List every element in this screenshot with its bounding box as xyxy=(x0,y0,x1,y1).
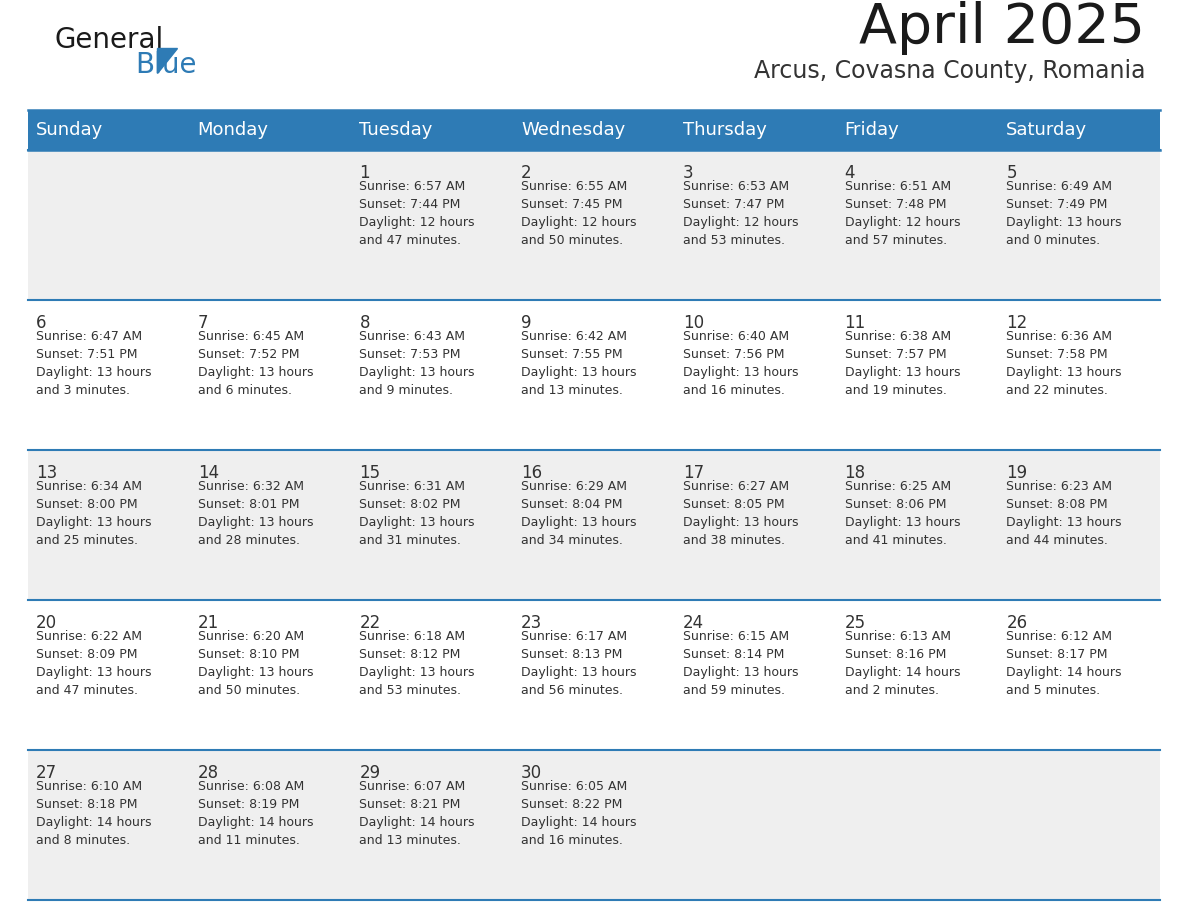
Text: 15: 15 xyxy=(360,464,380,482)
Text: Blue: Blue xyxy=(135,51,196,79)
Text: Sunrise: 6:43 AM
Sunset: 7:53 PM
Daylight: 13 hours
and 9 minutes.: Sunrise: 6:43 AM Sunset: 7:53 PM Dayligh… xyxy=(360,330,475,397)
Bar xyxy=(29,110,1159,150)
Polygon shape xyxy=(157,48,177,73)
Text: 28: 28 xyxy=(197,764,219,782)
Text: 8: 8 xyxy=(360,314,369,332)
Text: Sunrise: 6:36 AM
Sunset: 7:58 PM
Daylight: 13 hours
and 22 minutes.: Sunrise: 6:36 AM Sunset: 7:58 PM Dayligh… xyxy=(1006,330,1121,397)
Text: 1: 1 xyxy=(360,164,369,182)
Text: Sunrise: 6:49 AM
Sunset: 7:49 PM
Daylight: 13 hours
and 0 minutes.: Sunrise: 6:49 AM Sunset: 7:49 PM Dayligh… xyxy=(1006,180,1121,247)
Text: Sunrise: 6:08 AM
Sunset: 8:19 PM
Daylight: 14 hours
and 11 minutes.: Sunrise: 6:08 AM Sunset: 8:19 PM Dayligh… xyxy=(197,780,314,847)
Bar xyxy=(29,300,1159,450)
Text: 22: 22 xyxy=(360,614,380,632)
Text: 6: 6 xyxy=(36,314,46,332)
Text: Sunrise: 6:42 AM
Sunset: 7:55 PM
Daylight: 13 hours
and 13 minutes.: Sunrise: 6:42 AM Sunset: 7:55 PM Dayligh… xyxy=(522,330,637,397)
Text: Sunrise: 6:25 AM
Sunset: 8:06 PM
Daylight: 13 hours
and 41 minutes.: Sunrise: 6:25 AM Sunset: 8:06 PM Dayligh… xyxy=(845,480,960,547)
Text: 27: 27 xyxy=(36,764,57,782)
Text: 17: 17 xyxy=(683,464,704,482)
Text: Sunrise: 6:23 AM
Sunset: 8:08 PM
Daylight: 13 hours
and 44 minutes.: Sunrise: 6:23 AM Sunset: 8:08 PM Dayligh… xyxy=(1006,480,1121,547)
Text: Sunrise: 6:10 AM
Sunset: 8:18 PM
Daylight: 14 hours
and 8 minutes.: Sunrise: 6:10 AM Sunset: 8:18 PM Dayligh… xyxy=(36,780,152,847)
Text: Sunrise: 6:07 AM
Sunset: 8:21 PM
Daylight: 14 hours
and 13 minutes.: Sunrise: 6:07 AM Sunset: 8:21 PM Dayligh… xyxy=(360,780,475,847)
Text: Arcus, Covasna County, Romania: Arcus, Covasna County, Romania xyxy=(753,59,1145,83)
Text: Sunrise: 6:15 AM
Sunset: 8:14 PM
Daylight: 13 hours
and 59 minutes.: Sunrise: 6:15 AM Sunset: 8:14 PM Dayligh… xyxy=(683,630,798,697)
Text: 5: 5 xyxy=(1006,164,1017,182)
Text: 13: 13 xyxy=(36,464,57,482)
Text: Sunrise: 6:45 AM
Sunset: 7:52 PM
Daylight: 13 hours
and 6 minutes.: Sunrise: 6:45 AM Sunset: 7:52 PM Dayligh… xyxy=(197,330,314,397)
Text: 26: 26 xyxy=(1006,614,1028,632)
Text: Sunrise: 6:53 AM
Sunset: 7:47 PM
Daylight: 12 hours
and 53 minutes.: Sunrise: 6:53 AM Sunset: 7:47 PM Dayligh… xyxy=(683,180,798,247)
Text: Sunrise: 6:20 AM
Sunset: 8:10 PM
Daylight: 13 hours
and 50 minutes.: Sunrise: 6:20 AM Sunset: 8:10 PM Dayligh… xyxy=(197,630,314,697)
Text: 23: 23 xyxy=(522,614,543,632)
Bar xyxy=(29,150,1159,300)
Text: Sunrise: 6:31 AM
Sunset: 8:02 PM
Daylight: 13 hours
and 31 minutes.: Sunrise: 6:31 AM Sunset: 8:02 PM Dayligh… xyxy=(360,480,475,547)
Text: Sunrise: 6:38 AM
Sunset: 7:57 PM
Daylight: 13 hours
and 19 minutes.: Sunrise: 6:38 AM Sunset: 7:57 PM Dayligh… xyxy=(845,330,960,397)
Bar xyxy=(29,450,1159,600)
Text: 4: 4 xyxy=(845,164,855,182)
Text: Sunrise: 6:18 AM
Sunset: 8:12 PM
Daylight: 13 hours
and 53 minutes.: Sunrise: 6:18 AM Sunset: 8:12 PM Dayligh… xyxy=(360,630,475,697)
Text: 24: 24 xyxy=(683,614,704,632)
Text: Sunday: Sunday xyxy=(36,121,103,139)
Text: Sunrise: 6:47 AM
Sunset: 7:51 PM
Daylight: 13 hours
and 3 minutes.: Sunrise: 6:47 AM Sunset: 7:51 PM Dayligh… xyxy=(36,330,152,397)
Text: 18: 18 xyxy=(845,464,866,482)
Text: 12: 12 xyxy=(1006,314,1028,332)
Text: Monday: Monday xyxy=(197,121,268,139)
Text: General: General xyxy=(55,26,164,54)
Text: Saturday: Saturday xyxy=(1006,121,1087,139)
Text: Sunrise: 6:55 AM
Sunset: 7:45 PM
Daylight: 12 hours
and 50 minutes.: Sunrise: 6:55 AM Sunset: 7:45 PM Dayligh… xyxy=(522,180,637,247)
Text: 11: 11 xyxy=(845,314,866,332)
Text: 21: 21 xyxy=(197,614,219,632)
Text: 2: 2 xyxy=(522,164,532,182)
Text: 9: 9 xyxy=(522,314,532,332)
Text: Sunrise: 6:17 AM
Sunset: 8:13 PM
Daylight: 13 hours
and 56 minutes.: Sunrise: 6:17 AM Sunset: 8:13 PM Dayligh… xyxy=(522,630,637,697)
Text: Friday: Friday xyxy=(845,121,899,139)
Text: Wednesday: Wednesday xyxy=(522,121,625,139)
Bar xyxy=(29,750,1159,900)
Text: Thursday: Thursday xyxy=(683,121,766,139)
Text: 30: 30 xyxy=(522,764,542,782)
Text: Sunrise: 6:27 AM
Sunset: 8:05 PM
Daylight: 13 hours
and 38 minutes.: Sunrise: 6:27 AM Sunset: 8:05 PM Dayligh… xyxy=(683,480,798,547)
Text: Sunrise: 6:22 AM
Sunset: 8:09 PM
Daylight: 13 hours
and 47 minutes.: Sunrise: 6:22 AM Sunset: 8:09 PM Dayligh… xyxy=(36,630,152,697)
Text: 19: 19 xyxy=(1006,464,1028,482)
Text: 7: 7 xyxy=(197,314,208,332)
Text: Sunrise: 6:34 AM
Sunset: 8:00 PM
Daylight: 13 hours
and 25 minutes.: Sunrise: 6:34 AM Sunset: 8:00 PM Dayligh… xyxy=(36,480,152,547)
Text: 25: 25 xyxy=(845,614,866,632)
Text: Sunrise: 6:05 AM
Sunset: 8:22 PM
Daylight: 14 hours
and 16 minutes.: Sunrise: 6:05 AM Sunset: 8:22 PM Dayligh… xyxy=(522,780,637,847)
Text: 29: 29 xyxy=(360,764,380,782)
Text: 20: 20 xyxy=(36,614,57,632)
Text: 10: 10 xyxy=(683,314,704,332)
Text: April 2025: April 2025 xyxy=(859,1,1145,55)
Text: Sunrise: 6:57 AM
Sunset: 7:44 PM
Daylight: 12 hours
and 47 minutes.: Sunrise: 6:57 AM Sunset: 7:44 PM Dayligh… xyxy=(360,180,475,247)
Text: Sunrise: 6:51 AM
Sunset: 7:48 PM
Daylight: 12 hours
and 57 minutes.: Sunrise: 6:51 AM Sunset: 7:48 PM Dayligh… xyxy=(845,180,960,247)
Text: 14: 14 xyxy=(197,464,219,482)
Text: 3: 3 xyxy=(683,164,694,182)
Text: Sunrise: 6:32 AM
Sunset: 8:01 PM
Daylight: 13 hours
and 28 minutes.: Sunrise: 6:32 AM Sunset: 8:01 PM Dayligh… xyxy=(197,480,314,547)
Text: Sunrise: 6:12 AM
Sunset: 8:17 PM
Daylight: 14 hours
and 5 minutes.: Sunrise: 6:12 AM Sunset: 8:17 PM Dayligh… xyxy=(1006,630,1121,697)
Text: Sunrise: 6:40 AM
Sunset: 7:56 PM
Daylight: 13 hours
and 16 minutes.: Sunrise: 6:40 AM Sunset: 7:56 PM Dayligh… xyxy=(683,330,798,397)
Text: 16: 16 xyxy=(522,464,542,482)
Text: Sunrise: 6:29 AM
Sunset: 8:04 PM
Daylight: 13 hours
and 34 minutes.: Sunrise: 6:29 AM Sunset: 8:04 PM Dayligh… xyxy=(522,480,637,547)
Text: Sunrise: 6:13 AM
Sunset: 8:16 PM
Daylight: 14 hours
and 2 minutes.: Sunrise: 6:13 AM Sunset: 8:16 PM Dayligh… xyxy=(845,630,960,697)
Bar xyxy=(29,600,1159,750)
Text: Tuesday: Tuesday xyxy=(360,121,432,139)
